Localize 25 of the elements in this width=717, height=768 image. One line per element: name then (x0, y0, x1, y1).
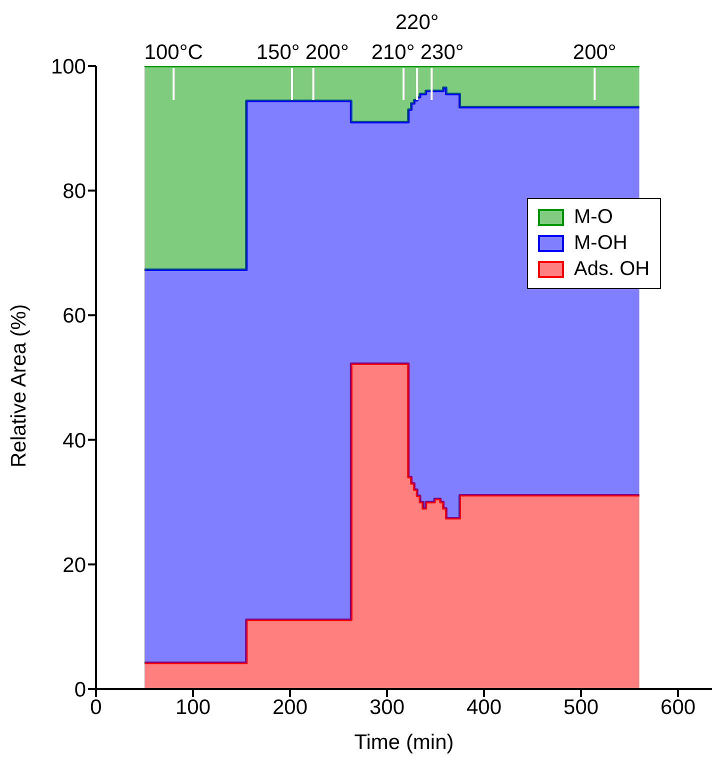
y-tick-label: 40 (62, 429, 86, 452)
x-tick-label: 500 (564, 696, 599, 719)
x-tick-label: 0 (90, 696, 102, 719)
x-tick-label: 300 (370, 696, 405, 719)
annotation: 220° (395, 11, 439, 34)
y-tick-label: 80 (62, 180, 86, 204)
y-tick-label: 100 (50, 55, 86, 78)
annotation: 210° (371, 41, 415, 64)
x-tick-label: 100 (175, 696, 211, 719)
x-tick-label: 600 (660, 696, 696, 719)
annotation: 200° (305, 41, 349, 64)
annotation: 150° (256, 41, 300, 64)
y-tick-label: 0 (74, 678, 86, 702)
x-axis-title: Time (min) (354, 731, 454, 754)
y-axis-title: Relative Area (%) (7, 304, 30, 468)
legend-label: M-OH (574, 232, 628, 255)
x-tick-label: 400 (466, 696, 502, 719)
legend-label: M-O (574, 206, 613, 229)
x-tick-label: 200 (272, 696, 308, 719)
annotation: 230° (420, 41, 464, 64)
annotation: 200° (572, 41, 616, 64)
y-tick-label: 20 (62, 554, 86, 577)
y-tick-label: 60 (62, 304, 86, 328)
annotation: 100°C (144, 41, 203, 64)
legend-label: Ads. OH (574, 258, 650, 281)
